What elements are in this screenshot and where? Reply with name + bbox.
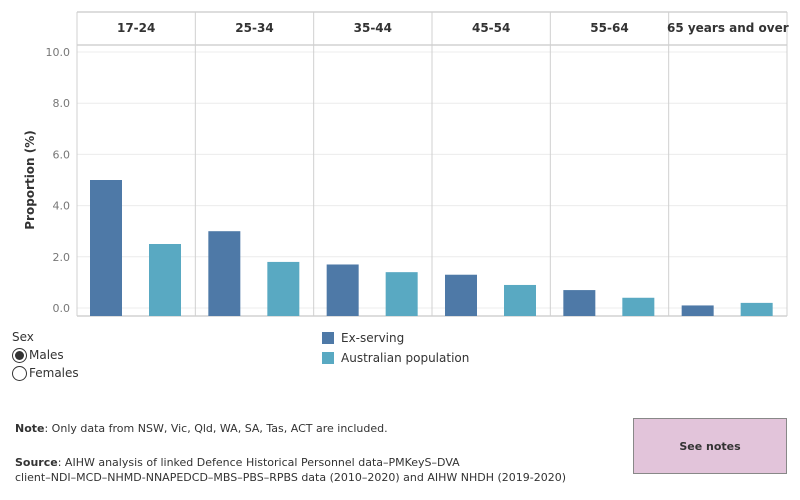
bar (563, 290, 596, 316)
legend: Ex-serving Australian population (322, 328, 469, 368)
note-label: Note (15, 422, 45, 435)
legend-swatch-australian-population (322, 352, 334, 364)
y-tick-label: 6.0 (53, 148, 71, 161)
source-label: Source (15, 456, 58, 469)
legend-label-australian-population: Australian population (341, 351, 470, 365)
bar (681, 305, 714, 316)
note: Note: Only data from NSW, Vic, Qld, WA, … (15, 422, 388, 435)
y-tick-label: 10.0 (46, 46, 71, 59)
bar (326, 264, 359, 316)
bar (740, 302, 773, 316)
radio-selected-dot (15, 350, 24, 360)
bar (385, 272, 418, 316)
y-tick-label: 2.0 (53, 251, 71, 264)
bar (149, 244, 181, 316)
y-tick-label: 0.0 (53, 302, 71, 315)
source: Source: AIHW analysis of linked Defence … (15, 455, 615, 485)
panel-label: 25-34 (235, 21, 273, 35)
radio-males-circle[interactable] (12, 347, 27, 363)
sex-filter: Sex Males Females (12, 330, 79, 382)
source-line1: : AIHW analysis of linked Defence Histor… (57, 456, 460, 469)
radio-females-label: Females (29, 366, 79, 380)
bars (90, 180, 773, 316)
y-axis-title: Proportion (%) (23, 130, 37, 230)
y-tick-label: 8.0 (53, 97, 71, 110)
panel-label: 17-24 (117, 21, 155, 35)
chart: 17-24 25-34 35-44 45-54 55-64 65 years and ov… (23, 11, 789, 317)
see-notes-button[interactable]: See notes (633, 418, 787, 474)
panel-label: 35-44 (354, 21, 392, 35)
y-tick-label: 4.0 (53, 200, 71, 213)
radio-males-label: Males (29, 348, 64, 362)
radio-females-circle[interactable] (12, 365, 27, 381)
panel-label: 45-54 (472, 21, 510, 35)
legend-label-ex-serving: Ex-serving (341, 331, 405, 345)
panels: 17-24 25-34 35-44 45-54 55-64 65 years and ov… (76, 11, 789, 317)
radio-females[interactable]: Females (12, 364, 79, 382)
sex-filter-title: Sex (12, 330, 34, 344)
bar (504, 284, 536, 316)
bar (90, 180, 122, 316)
panel-label: 55-64 (590, 21, 628, 35)
legend-item-australian-population: Australian population (322, 348, 469, 368)
source-line2: client–NDI–MCD–NHMD-NNAPEDCD–MBS–PBS–RPB… (15, 471, 567, 484)
bar (445, 274, 477, 316)
bar (622, 297, 655, 316)
panel-label: 65 years and over (667, 21, 789, 35)
radio-males[interactable]: Males (12, 346, 79, 364)
legend-item-ex-serving: Ex-serving (322, 328, 469, 348)
y-axis: 0.0 2.0 4.0 6.0 8.0 10.0 (46, 46, 71, 315)
legend-swatch-ex-serving (322, 332, 334, 344)
bar (267, 261, 300, 316)
bar (208, 231, 241, 316)
note-text: : Only data from NSW, Vic, Qld, WA, SA, … (44, 422, 388, 435)
